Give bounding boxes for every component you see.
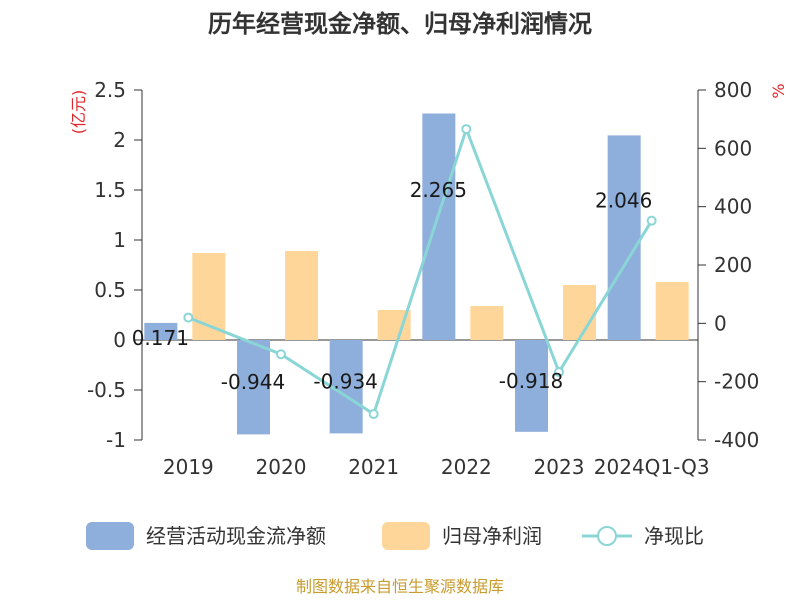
axes: -1 -0.5 0 0.5 1 1.5 2 2.5 -400 -200 0 200 400 600 800 2… [87, 78, 759, 479]
left-tick-label: 2 [113, 128, 126, 152]
left-tick-label: 0 [113, 328, 126, 352]
net-profit-bar [655, 282, 689, 340]
ratio-point [276, 349, 286, 360]
ratio-point [183, 312, 194, 323]
ratio-line-group [183, 124, 657, 420]
net-profit-bar [563, 285, 596, 340]
cashflow-bar [422, 113, 456, 340]
cashflow-bar [515, 340, 548, 432]
right-tick-label: -400 [714, 428, 759, 452]
cashflow-data-label: 0.171 [132, 326, 189, 350]
cashflow-data-label: -0.944 [221, 370, 285, 394]
legend-label-net-profit: 归母净利润 [442, 524, 542, 548]
right-tick-label: 200 [714, 253, 752, 277]
right-tick-label: 800 [714, 78, 752, 102]
ratio-point [646, 215, 657, 226]
cashflow-data-label: -0.934 [313, 370, 377, 394]
cashflow-bar [329, 340, 363, 434]
legend-swatch-ratio-point [597, 526, 617, 546]
right-tick-label: 600 [714, 136, 752, 160]
chart-title: 历年经营现金净额、归母净利润情况 [208, 10, 592, 38]
right-axis-unit: % [769, 83, 788, 98]
x-tick-label: 2020 [256, 455, 307, 479]
legend-swatch-net-profit [382, 522, 430, 550]
left-tick-label: -1 [106, 428, 126, 452]
x-tick-label: 2022 [441, 455, 492, 479]
left-tick-label: -0.5 [87, 378, 126, 402]
ratio-point [368, 409, 379, 420]
source-note: 制图数据来自恒生聚源数据库 [296, 577, 504, 596]
cashflow-data-label: 2.046 [595, 189, 652, 213]
legend-swatch-cashflow [86, 522, 134, 550]
x-tick-label: 2019 [163, 455, 214, 479]
bars-group [144, 113, 689, 435]
ratio-line [187, 124, 653, 417]
right-tick-label: 0 [714, 311, 727, 335]
left-tick-label: 1 [113, 228, 126, 252]
left-tick-label: 2.5 [94, 78, 126, 102]
legend: 经营活动现金流净额 归母净利润 净现比 [86, 522, 704, 550]
x-tick-label: 2024Q1-Q3 [594, 455, 710, 479]
legend-label-cashflow: 经营活动现金流净额 [146, 524, 326, 548]
cashflow-bar [237, 340, 270, 435]
cashflow-bar [144, 322, 178, 340]
right-tick-label: -200 [714, 370, 759, 394]
left-tick-label: 0.5 [94, 278, 126, 302]
net-profit-bar [470, 306, 504, 340]
cashflow-data-label: 2.265 [410, 178, 467, 202]
right-tick-label: 400 [714, 195, 752, 219]
cashflow-bar [607, 135, 641, 340]
legend-label-ratio: 净现比 [644, 524, 704, 548]
ratio-point [461, 124, 472, 135]
net-profit-bar [285, 251, 318, 340]
cashflow-data-label: -0.918 [499, 369, 563, 393]
left-tick-label: 1.5 [94, 178, 126, 202]
data-labels-group: 0.171 -0.944 -0.934 2.265 -0.918 2.046 [132, 178, 653, 394]
x-tick-label: 2021 [348, 455, 399, 479]
left-axis-unit: (亿元) [69, 90, 88, 135]
x-tick-label: 2023 [534, 455, 585, 479]
ratio-point [554, 367, 564, 378]
